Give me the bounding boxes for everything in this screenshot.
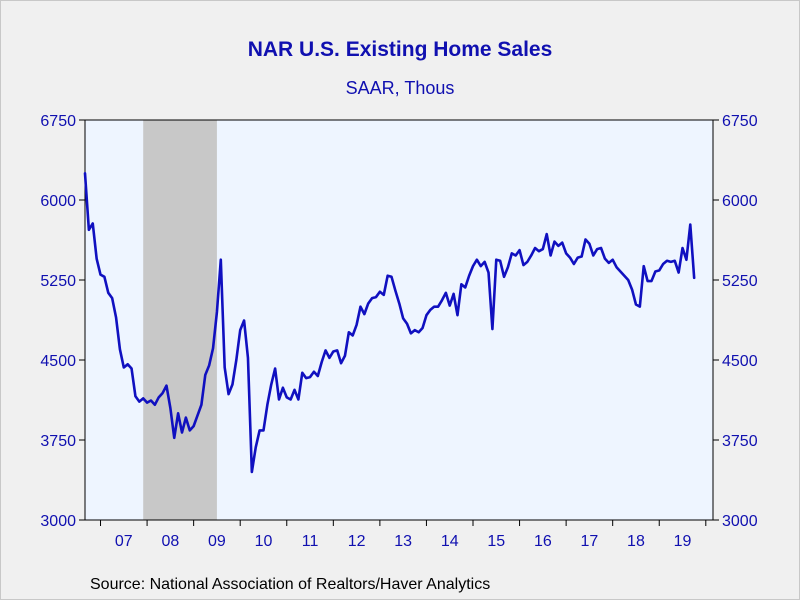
x-tick-label: 17 [581,533,599,550]
y-tick-label-right: 3750 [722,433,758,450]
x-tick-label: 14 [441,533,459,550]
y-tick-label-left: 6000 [40,193,76,210]
y-tick-label-right: 5250 [722,273,758,290]
chart-subtitle: SAAR, Thous [345,78,455,98]
x-tick-label: 19 [674,533,692,550]
x-tick-label: 13 [394,533,412,550]
y-tick-label-left: 5250 [40,273,76,290]
plot-border [84,119,714,521]
chart-source: Source: National Association of Realtors… [90,576,491,593]
x-tick-label: 07 [115,533,133,550]
recession-shading [143,120,217,520]
x-tick-label: 18 [627,533,645,550]
x-tick-label: 08 [161,533,179,550]
y-tick-label-right: 4500 [722,353,758,370]
y-tick-label-right: 6000 [722,193,758,210]
x-tick-label: 12 [348,533,366,550]
series-line [83,172,696,474]
x-tick-label: 16 [534,533,552,550]
x-tick-label: 10 [255,533,273,550]
y-tick-label-left: 6750 [40,113,76,130]
x-tick-label: 09 [208,533,226,550]
y-tick-label-right: 6750 [722,113,758,130]
x-tick-label: 11 [302,533,319,550]
chart-title: NAR U.S. Existing Home Sales [247,38,553,61]
y-tick-label-left: 3750 [40,433,76,450]
y-tick-label-left: 4500 [40,353,76,370]
x-tick-label: 15 [487,533,505,550]
y-tick-label-left: 3000 [40,513,76,530]
y-tick-label-right: 3000 [722,513,758,530]
